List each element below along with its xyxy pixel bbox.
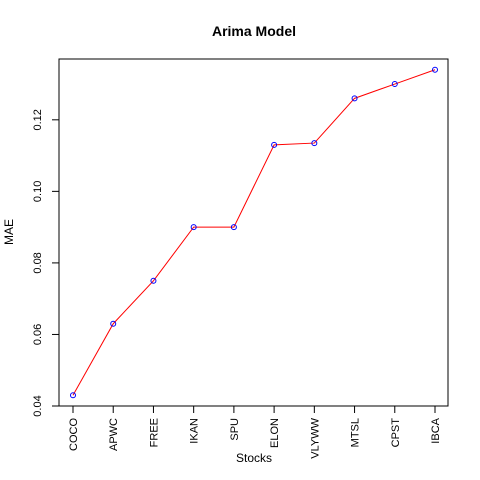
x-tick-label: IBCA — [430, 417, 442, 443]
data-points — [70, 66, 438, 399]
data-point-cpst — [391, 81, 398, 88]
y-tick-label: 0.06 — [32, 324, 44, 345]
x-tick-label: COCO — [68, 418, 80, 451]
x-tick-label: FREE — [148, 418, 160, 447]
y-tick-label: 0.10 — [32, 181, 44, 202]
data-point-free — [150, 277, 157, 284]
data-point-apwc — [110, 320, 117, 327]
x-tick-label: CPST — [390, 418, 402, 448]
y-tick-label: 0.08 — [32, 252, 44, 273]
x-tick-label: MTSL — [350, 418, 362, 447]
data-point-mtsl — [351, 95, 358, 102]
data-point-vlyww — [311, 140, 318, 147]
data-point-ikan — [190, 224, 197, 231]
data-point-elon — [271, 141, 278, 148]
chart-title: Arima Model — [212, 23, 296, 39]
data-point-spu — [230, 224, 237, 231]
y-axis-label: MAE — [2, 219, 16, 245]
x-axis: COCO APWC FREE IKAN SPU ELON VLYWW MTSL CPST IBCA — [68, 406, 442, 459]
y-tick-label: 0.04 — [32, 395, 44, 416]
y-axis: 0.04 0.06 0.08 0.10 0.12 — [32, 109, 59, 417]
x-tick-label: SPU — [229, 418, 241, 441]
data-point-ibca — [432, 66, 438, 73]
plot-frame — [58, 58, 449, 407]
x-tick-label: ELON — [269, 418, 281, 448]
data-point-coco — [70, 392, 76, 399]
series-line-path — [72, 69, 436, 396]
series-line — [72, 69, 436, 396]
x-tick-label: IKAN — [189, 418, 201, 444]
x-tick-label: APWC — [108, 418, 120, 451]
x-tick-label: VLYWW — [309, 417, 321, 458]
x-axis-label: Stocks — [236, 451, 272, 465]
y-tick-label: 0.12 — [32, 109, 44, 130]
